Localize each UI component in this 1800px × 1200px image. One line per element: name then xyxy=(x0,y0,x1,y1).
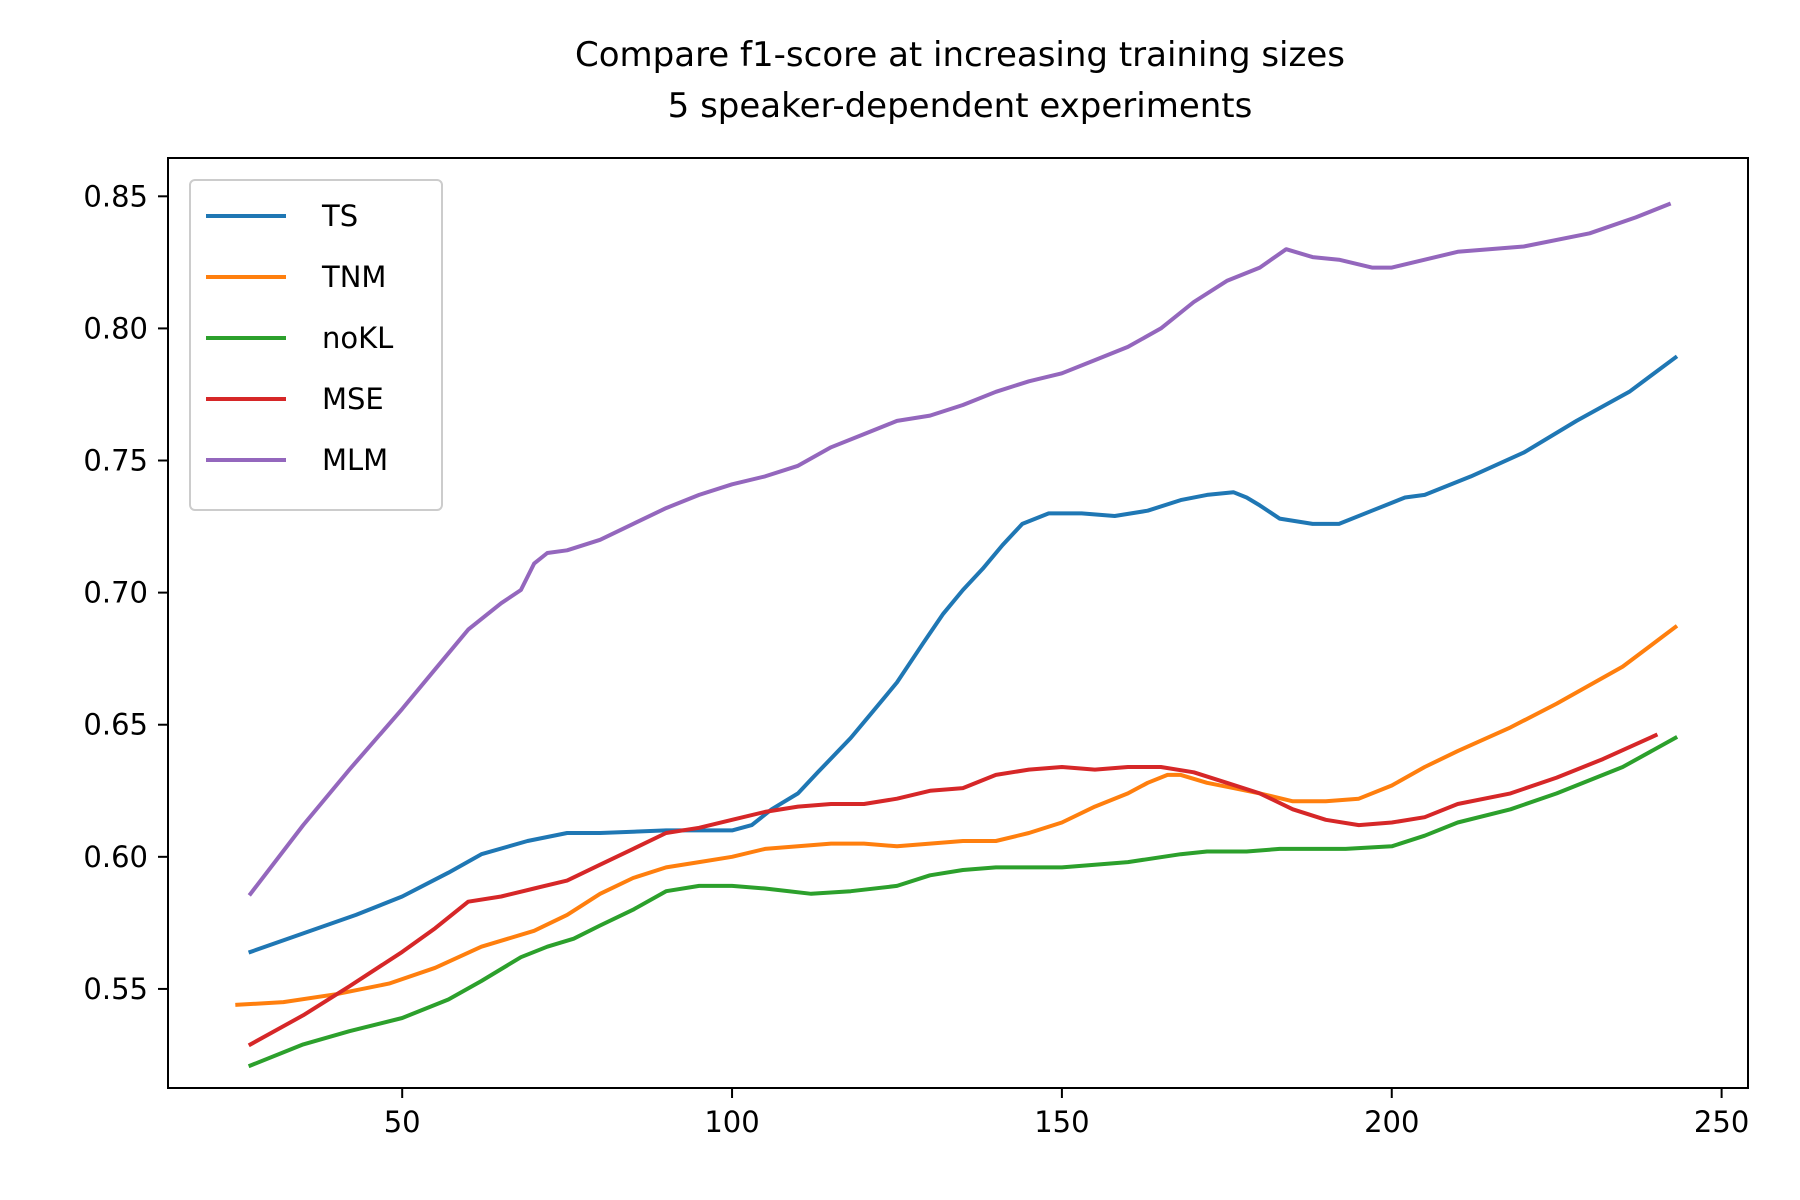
legend-label-nokl: noKL xyxy=(322,321,393,355)
y-tick-label: 0.55 xyxy=(83,972,148,1006)
chart-title: Compare f1-score at increasing training … xyxy=(575,35,1345,75)
legend-label-ts: TS xyxy=(321,199,358,233)
legend-label-mse: MSE xyxy=(322,382,384,416)
chart-subtitle: 5 speaker-dependent experiments xyxy=(668,86,1253,126)
legend-label-tnm: TNM xyxy=(321,260,386,294)
series-line-tnm xyxy=(235,624,1679,1007)
series-line-mse xyxy=(247,732,1659,1048)
plot-frame xyxy=(167,157,1749,1089)
series-line-nokl xyxy=(247,735,1679,1069)
x-tick-label: 250 xyxy=(1694,1105,1749,1139)
series-line-ts xyxy=(247,354,1679,955)
y-tick-label: 0.85 xyxy=(83,179,148,213)
y-tick-label: 0.65 xyxy=(83,708,148,742)
x-tick-label: 100 xyxy=(704,1105,759,1139)
y-tick-label: 0.80 xyxy=(83,311,148,345)
axes-layer: 50 100 150 200 250 0.55 0.60 0.65 0.70 0.75 0.80 0.… xyxy=(83,157,1749,1139)
x-tick-label: 50 xyxy=(384,1105,421,1139)
y-tick-label: 0.70 xyxy=(83,576,148,610)
x-tick-label: 150 xyxy=(1034,1105,1089,1139)
legend-box xyxy=(189,179,443,511)
legend-label-mlm: MLM xyxy=(322,443,388,477)
legend: TS TNM noKL MSE MLM xyxy=(189,179,443,511)
series-layer xyxy=(235,201,1679,1069)
y-tick-label: 0.60 xyxy=(83,840,148,874)
series-line-mlm xyxy=(247,201,1672,897)
y-tick-label: 0.75 xyxy=(83,444,148,478)
x-tick-label: 200 xyxy=(1364,1105,1419,1139)
